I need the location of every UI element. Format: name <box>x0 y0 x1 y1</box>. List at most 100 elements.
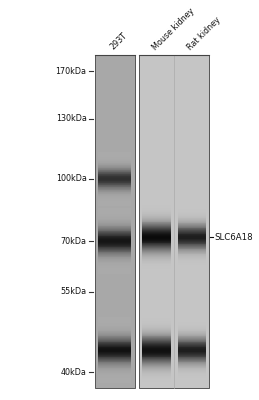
Bar <box>142 248 171 249</box>
Bar <box>142 364 171 365</box>
Bar <box>177 267 206 268</box>
Bar <box>142 336 171 338</box>
Bar <box>177 323 206 324</box>
Bar <box>98 234 131 235</box>
Bar <box>177 377 206 378</box>
Bar <box>177 244 206 245</box>
Bar <box>98 237 131 238</box>
Bar <box>142 247 171 248</box>
Bar <box>142 380 171 381</box>
Bar <box>142 224 171 225</box>
Bar <box>98 354 131 355</box>
Bar <box>142 270 171 271</box>
Bar <box>177 375 206 376</box>
Bar <box>177 243 206 244</box>
Bar <box>98 382 131 383</box>
Bar <box>142 376 171 378</box>
Bar <box>98 348 131 349</box>
Bar <box>142 274 171 275</box>
Bar <box>98 232 131 233</box>
Bar <box>98 318 131 319</box>
Bar <box>98 243 131 244</box>
Bar <box>177 322 206 323</box>
Bar <box>98 358 131 359</box>
Bar <box>177 366 206 367</box>
Bar <box>142 327 171 328</box>
Bar <box>98 356 131 357</box>
Bar <box>98 193 131 194</box>
Bar <box>142 257 171 258</box>
Bar <box>177 241 206 242</box>
Bar <box>177 319 206 320</box>
Bar <box>142 230 171 231</box>
Bar <box>98 365 131 366</box>
Bar <box>177 269 206 270</box>
Bar <box>98 261 131 262</box>
Bar <box>98 176 131 177</box>
Text: 40kDa: 40kDa <box>61 368 87 377</box>
Bar <box>142 322 171 323</box>
Bar <box>142 238 171 239</box>
Bar <box>98 194 131 195</box>
Bar <box>98 177 131 178</box>
Bar <box>142 386 171 387</box>
Bar <box>142 350 171 351</box>
Bar <box>177 237 206 238</box>
Bar <box>142 313 171 314</box>
Bar <box>142 273 171 274</box>
Bar <box>142 226 171 227</box>
Bar <box>142 352 171 353</box>
Bar <box>98 262 131 263</box>
Bar <box>177 378 206 379</box>
Bar <box>177 365 206 366</box>
Bar <box>98 368 131 369</box>
Bar <box>177 240 206 241</box>
Bar <box>177 206 206 207</box>
Bar <box>98 266 131 267</box>
Bar <box>98 168 131 169</box>
Bar <box>98 326 131 327</box>
Bar <box>177 233 206 234</box>
Bar <box>177 212 206 213</box>
Bar <box>98 199 131 200</box>
Bar <box>142 351 171 352</box>
Bar <box>142 254 171 255</box>
Bar <box>98 211 131 212</box>
Bar <box>98 184 131 185</box>
Bar <box>177 372 206 374</box>
Bar <box>98 166 131 167</box>
Bar <box>98 270 131 271</box>
Bar <box>142 220 171 222</box>
Bar <box>98 227 131 228</box>
Bar <box>98 170 131 171</box>
Bar <box>177 260 206 261</box>
Bar <box>142 210 171 211</box>
Bar <box>98 324 131 325</box>
Bar <box>142 319 171 320</box>
Bar <box>98 268 131 269</box>
Bar <box>98 158 131 159</box>
Bar <box>177 380 206 381</box>
Bar <box>98 342 131 343</box>
Bar <box>142 363 171 364</box>
Bar <box>98 220 131 221</box>
Bar <box>98 333 131 334</box>
Bar <box>98 343 131 344</box>
Bar <box>142 341 171 342</box>
Bar <box>177 266 206 267</box>
Bar <box>142 383 171 384</box>
Bar <box>142 239 171 240</box>
Bar <box>98 223 131 224</box>
Bar <box>142 213 171 214</box>
Bar <box>177 213 206 214</box>
Bar <box>142 205 171 206</box>
Bar <box>177 324 206 325</box>
Bar <box>98 161 131 162</box>
Bar <box>98 320 131 321</box>
Bar <box>98 345 131 346</box>
Bar <box>98 204 131 205</box>
Bar <box>139 54 209 388</box>
Bar <box>142 346 171 347</box>
Bar <box>98 317 131 318</box>
Bar <box>98 383 131 384</box>
